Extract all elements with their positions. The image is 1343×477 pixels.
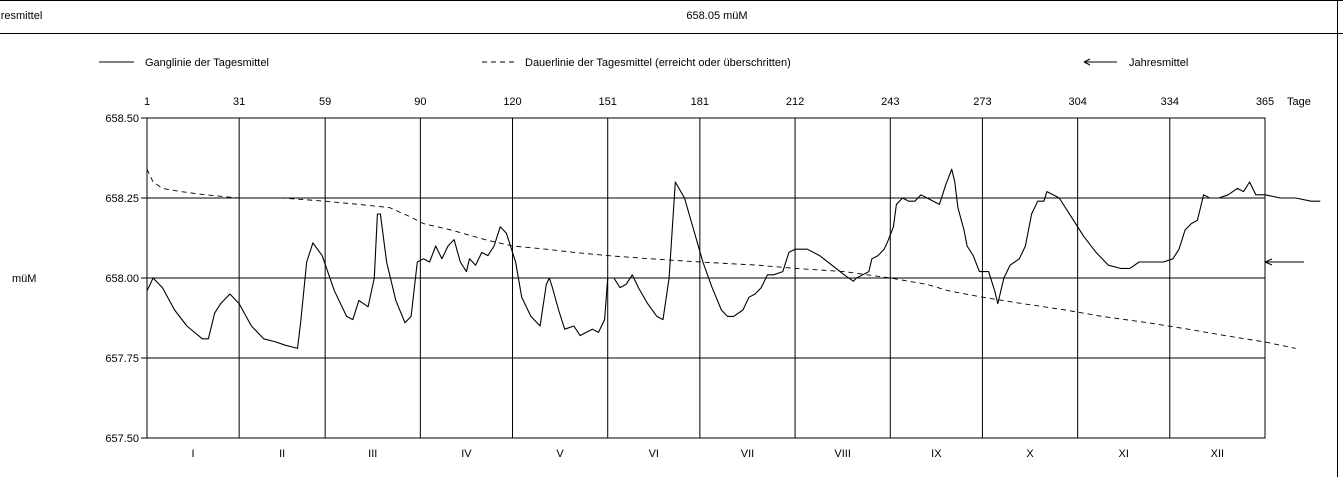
legend-arrow-label: Jahresmittel: [1129, 57, 1188, 69]
arrow-head-lower: [1264, 261, 1273, 266]
month-labels: I II III IV V VI VII VIII IX X XI XII: [192, 448, 1225, 460]
legend: Ganglinie der Tagesmittel Dauerlinie der…: [99, 57, 1188, 69]
series-lines: [146, 168, 1321, 349]
y-tick-label: 658.25: [105, 193, 139, 205]
arrow-head-upper: [1264, 258, 1273, 263]
day-tick-label: 90: [414, 96, 426, 108]
day-tick-label: 243: [881, 96, 899, 108]
month-label: III: [368, 448, 377, 460]
month-label: VII: [741, 448, 754, 460]
day-tick-label: 1: [144, 96, 150, 108]
y-tick-label: 657.75: [105, 353, 139, 365]
legend-dashed-label: Dauerlinie der Tagesmittel (erreicht ode…: [525, 57, 791, 69]
day-tick-label: 365: [1256, 96, 1274, 108]
month-label: IX: [931, 448, 942, 460]
day-tick-label: 181: [691, 96, 709, 108]
month-label: V: [556, 448, 564, 460]
month-label: II: [279, 448, 285, 460]
x-axis-top-label: Tage: [1287, 96, 1311, 108]
header-left-label: Jahresmittel: [0, 10, 42, 22]
month-label: VIII: [834, 448, 851, 460]
day-tick-label: 304: [1068, 96, 1086, 108]
y-axis-label: müM: [12, 273, 36, 285]
month-label: VI: [649, 448, 659, 460]
annual-mean-value: 658.05 müM: [686, 10, 747, 22]
month-label: X: [1026, 448, 1034, 460]
day-tick-label: 273: [973, 96, 991, 108]
day-tick-label: 212: [786, 96, 804, 108]
y-tick-label: 657.50: [105, 433, 139, 445]
month-label: XI: [1119, 448, 1129, 460]
month-label: I: [192, 448, 195, 460]
legend-arrow-icon: [1083, 58, 1117, 66]
day-tick-label: 120: [503, 96, 521, 108]
month-label: IV: [461, 448, 472, 460]
day-tick-label: 151: [599, 96, 617, 108]
grid-lines: [141, 117, 1266, 439]
duration-curve-line: [146, 169, 1296, 349]
month-label: XII: [1211, 448, 1224, 460]
day-tick-label: 31: [233, 96, 245, 108]
legend-solid-label: Ganglinie der Tagesmittel: [145, 57, 269, 69]
y-tick-labels: 658.50 658.25 658.00 657.75 657.50: [105, 113, 139, 445]
day-tick-label: 59: [319, 96, 331, 108]
day-tick-labels: 1 31 59 90 120 151 181 212 243 273 304 334 365: [144, 96, 1274, 108]
annual-mean-arrow-icon: [1264, 258, 1304, 266]
y-tick-label: 658.00: [105, 273, 139, 285]
day-tick-label: 334: [1161, 96, 1179, 108]
y-tick-label: 658.50: [105, 113, 139, 125]
hydrograph-line: [146, 168, 1321, 349]
